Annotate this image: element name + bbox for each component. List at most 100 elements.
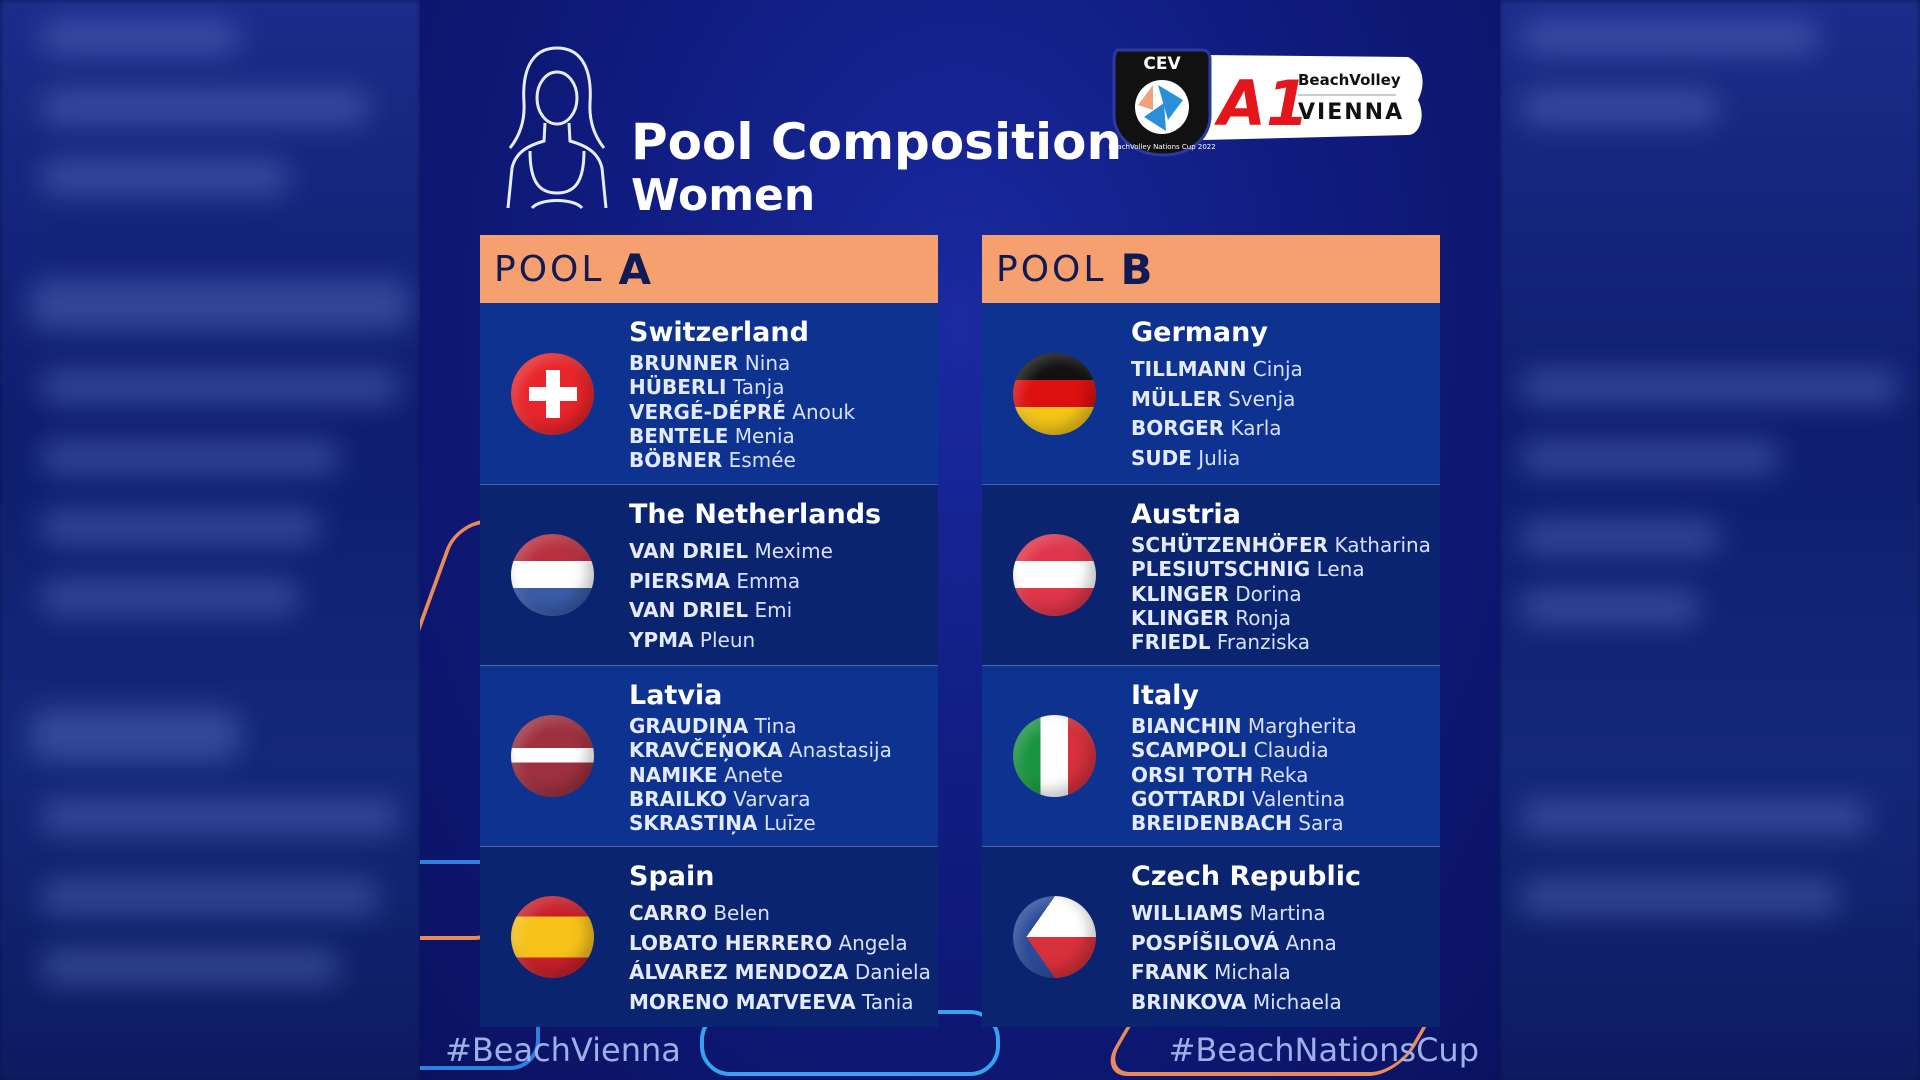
player-list: BIANCHIN Margherita SCAMPOLI Claudia ORSI … bbox=[1131, 714, 1434, 835]
player-surname: BIANCHIN bbox=[1131, 714, 1242, 738]
player: PLESIUTSCHNIG Lena bbox=[1131, 557, 1434, 581]
germany-flag-icon bbox=[1013, 352, 1096, 435]
player-first-name: Anastasija bbox=[788, 738, 892, 763]
player-surname: FRIEDL bbox=[1131, 630, 1211, 655]
player-surname: SKRASTIŅA bbox=[629, 811, 758, 836]
pool-letter: A bbox=[618, 244, 654, 294]
player-first-name: Daniela bbox=[854, 960, 931, 984]
player-first-name: Lena bbox=[1316, 557, 1365, 582]
player-surname: VERGÉ-DÉPRÉ bbox=[629, 399, 786, 424]
pool-header: POOL A bbox=[480, 235, 938, 303]
player-first-name: Varvara bbox=[733, 786, 811, 811]
svg-text:BeachVolley: BeachVolley bbox=[1298, 71, 1401, 89]
player-first-name: Menia bbox=[734, 423, 795, 448]
player: SKRASTIŅA Luīze bbox=[629, 811, 932, 835]
title-line-2: Women bbox=[631, 170, 816, 221]
player: BRAILKO Varvara bbox=[629, 787, 932, 811]
hashtag-beachnationscup: #BeachNationsCup bbox=[1168, 1031, 1479, 1069]
player-first-name: Belen bbox=[713, 901, 770, 925]
player-list: WILLIAMS Martina POSPÍŠILOVÁ Anna FRANK Mi… bbox=[1131, 899, 1434, 1017]
player: VAN DRIEL Emi bbox=[629, 596, 932, 626]
player-surname: HÜBERLI bbox=[629, 375, 727, 400]
player-first-name: Claudia bbox=[1253, 738, 1329, 763]
player-first-name: Martina bbox=[1249, 901, 1326, 925]
svg-text:VIENNA: VIENNA bbox=[1298, 100, 1404, 125]
player: PIERSMA Emma bbox=[629, 567, 932, 597]
player-first-name: Emi bbox=[754, 598, 793, 622]
player-first-name: Anouk bbox=[792, 399, 856, 424]
player-surname: GOTTARDI bbox=[1131, 786, 1246, 811]
player: GRAUDIŅA Tina bbox=[629, 714, 932, 738]
player-surname: GRAUDIŅA bbox=[629, 714, 749, 738]
player-first-name: Emma bbox=[736, 568, 801, 593]
player-surname: SCHÜTZENHÖFER bbox=[1131, 533, 1329, 557]
player: VERGÉ-DÉPRÉ Anouk bbox=[629, 400, 932, 424]
player-first-name: Esmée bbox=[728, 448, 796, 473]
player: YPMA Pleun bbox=[629, 626, 932, 656]
player-surname: YPMA bbox=[629, 627, 694, 652]
spain-flag-icon bbox=[511, 896, 594, 978]
player-first-name: Karla bbox=[1230, 416, 1282, 440]
player-surname: ORSI TOTH bbox=[1131, 762, 1254, 787]
player-list: CARRO Belen LOBATO HERRERO Angela ÁLVAREZ … bbox=[629, 899, 932, 1017]
player-surname: CARRO bbox=[629, 901, 707, 925]
player-surname: BORGER bbox=[1131, 416, 1225, 440]
player-surname: KLINGER bbox=[1131, 605, 1229, 630]
team-row-germany: Germany TILLMANN Cinja MÜLLER Svenja BORGER… bbox=[982, 303, 1440, 484]
player-surname: FRANK bbox=[1131, 960, 1208, 984]
player-first-name: Reka bbox=[1259, 762, 1309, 787]
team-row-austria: Austria SCHÜTZENHÖFER Katharina PLESIUTSCH… bbox=[982, 484, 1440, 665]
italy-flag-icon bbox=[1013, 715, 1096, 797]
player: MÜLLER Svenja bbox=[1131, 385, 1434, 415]
blurred-background-right bbox=[1500, 0, 1920, 1080]
player-list: BRUNNER Nina HÜBERLI Tanja VERGÉ-DÉPRÉ Ano… bbox=[629, 351, 932, 472]
player-first-name: Luīze bbox=[763, 811, 816, 836]
team-row-latvia: Latvia GRAUDIŅA Tina KRAVČEŅOKA Anastasija… bbox=[480, 665, 938, 846]
player: SCHÜTZENHÖFER Katharina bbox=[1131, 533, 1434, 557]
player-surname: MORENO MATVEEVA bbox=[629, 989, 856, 1014]
player-list: SCHÜTZENHÖFER Katharina PLESIUTSCHNIG Len… bbox=[1131, 533, 1434, 654]
player: ÁLVAREZ MENDOZA Daniela bbox=[629, 958, 932, 988]
player-first-name: Dorina bbox=[1235, 581, 1302, 606]
player: KRAVČEŅOKA Anastasija bbox=[629, 738, 932, 762]
player-first-name: Tania bbox=[861, 989, 914, 1014]
player-surname: BRUNNER bbox=[629, 351, 739, 375]
player-surname: MÜLLER bbox=[1131, 386, 1222, 411]
player-first-name: Sara bbox=[1298, 811, 1344, 836]
player: KLINGER Dorina bbox=[1131, 582, 1434, 606]
player-surname: KRAVČEŅOKA bbox=[629, 738, 783, 763]
player-surname: PLESIUTSCHNIG bbox=[1131, 557, 1311, 582]
player-first-name: Tanja bbox=[732, 375, 785, 400]
player: BORGER Karla bbox=[1131, 414, 1434, 444]
svg-text:BeachVolley Nations Cup 2022: BeachVolley Nations Cup 2022 bbox=[1108, 143, 1215, 151]
czech-republic-flag-icon bbox=[1013, 896, 1096, 978]
player: VAN DRIEL Mexime bbox=[629, 537, 932, 567]
player-surname: LOBATO HERRERO bbox=[629, 930, 833, 955]
country-name: The Netherlands bbox=[629, 499, 882, 530]
player-first-name: Ronja bbox=[1235, 605, 1291, 630]
player-surname: PIERSMA bbox=[629, 568, 730, 593]
player-first-name: Valentina bbox=[1251, 786, 1346, 811]
pool-b: POOL B Germany TILLMANN Cinja MÜLLER Svenja… bbox=[982, 235, 1440, 1027]
svg-text:A1: A1 bbox=[1213, 67, 1309, 140]
page-title: Pool Composition Women bbox=[631, 115, 1122, 223]
player-first-name: Angela bbox=[838, 930, 908, 955]
pool-letter: B bbox=[1120, 244, 1156, 294]
player: SUDE Julia bbox=[1131, 444, 1434, 474]
team-row-switzerland: Switzerland BRUNNER Nina HÜBERLI Tanja VERG… bbox=[480, 303, 938, 484]
blurred-background-left bbox=[0, 0, 420, 1080]
player-first-name: Anete bbox=[724, 762, 783, 787]
player-first-name: Anna bbox=[1285, 930, 1337, 955]
player: KLINGER Ronja bbox=[1131, 606, 1434, 630]
player: FRIEDL Franziska bbox=[1131, 630, 1434, 654]
player-surname: BÖBNER bbox=[629, 448, 723, 473]
player-first-name: Cinja bbox=[1252, 357, 1303, 381]
player: BIANCHIN Margherita bbox=[1131, 714, 1434, 738]
country-name: Italy bbox=[1131, 680, 1200, 711]
player: HÜBERLI Tanja bbox=[629, 375, 932, 399]
player-first-name: Julia bbox=[1198, 445, 1241, 470]
player-first-name: Nina bbox=[744, 351, 791, 375]
player-first-name: Pleun bbox=[699, 627, 756, 652]
player-surname: KLINGER bbox=[1131, 581, 1229, 606]
team-row-italy: Italy BIANCHIN Margherita SCAMPOLI Claudia… bbox=[982, 665, 1440, 846]
